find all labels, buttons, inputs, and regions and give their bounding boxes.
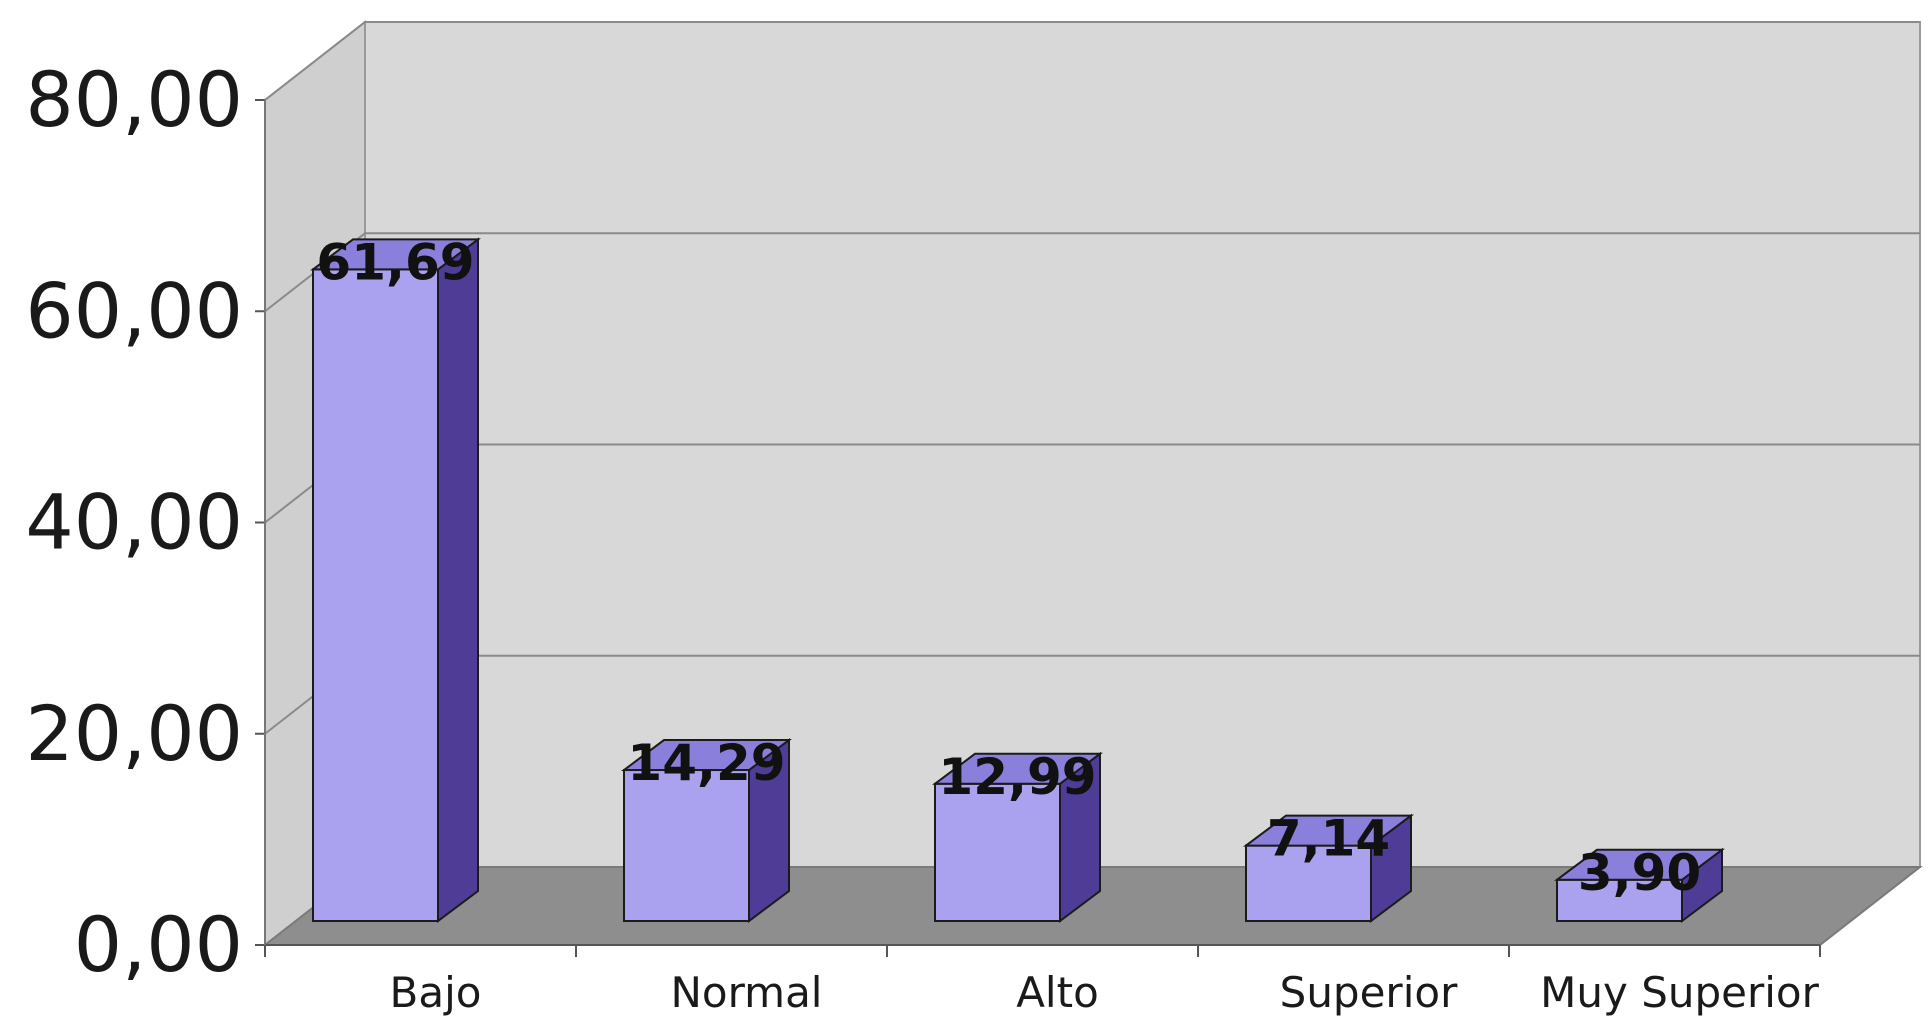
y-tick-label: 60,00 bbox=[25, 266, 243, 355]
data-label: 14,29 bbox=[627, 734, 785, 792]
data-label: 61,69 bbox=[316, 233, 474, 291]
y-tick-label: 0,00 bbox=[74, 900, 243, 989]
y-tick-label: 80,00 bbox=[25, 55, 243, 144]
bar-side bbox=[438, 239, 478, 921]
y-tick-label: 20,00 bbox=[25, 689, 243, 778]
category-label: Muy Superior bbox=[1540, 968, 1819, 1017]
bar-front bbox=[313, 269, 438, 921]
data-label: 7,14 bbox=[1267, 810, 1390, 868]
bar bbox=[313, 239, 478, 921]
category-label: Alto bbox=[1016, 968, 1099, 1017]
bar-front bbox=[624, 770, 749, 921]
y-tick-label: 40,00 bbox=[25, 478, 243, 567]
data-label: 3,90 bbox=[1578, 844, 1701, 902]
category-label: Normal bbox=[671, 968, 823, 1017]
category-label: Superior bbox=[1280, 968, 1458, 1017]
data-label: 12,99 bbox=[938, 748, 1096, 806]
category-label: Bajo bbox=[390, 968, 482, 1017]
